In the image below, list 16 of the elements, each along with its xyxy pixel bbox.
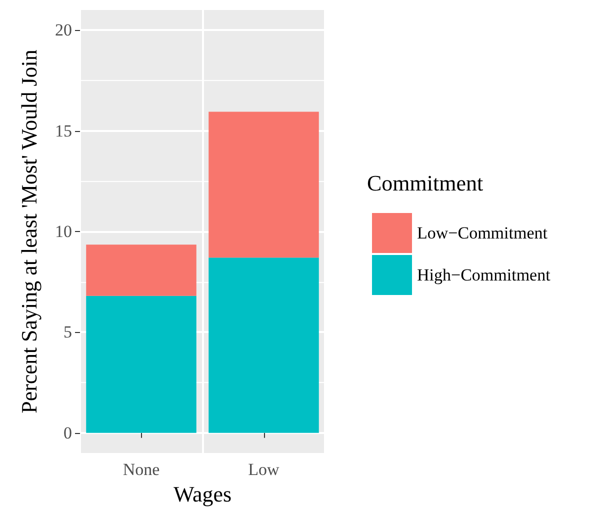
x-axis-title: Wages [173, 482, 232, 506]
legend-label: High−Commitment [417, 266, 551, 284]
y-tick-label: 10 [55, 222, 72, 241]
y-tick-label: 15 [55, 121, 72, 140]
x-tick-label: None [122, 460, 160, 479]
y-tick-label: 0 [64, 423, 72, 442]
bar [86, 296, 196, 433]
bar [86, 244, 196, 296]
x-tick-label: Low [248, 460, 280, 479]
bar [208, 112, 319, 258]
y-tick-label: 5 [64, 322, 72, 342]
legend-label: Low−Commitment [417, 224, 548, 242]
y-tick-label: 20 [55, 20, 72, 40]
bar [208, 258, 319, 433]
y-axis-title: Percent Saying at least 'Most' Would Join [16, 50, 42, 414]
legend-title: Commitment [367, 170, 484, 196]
